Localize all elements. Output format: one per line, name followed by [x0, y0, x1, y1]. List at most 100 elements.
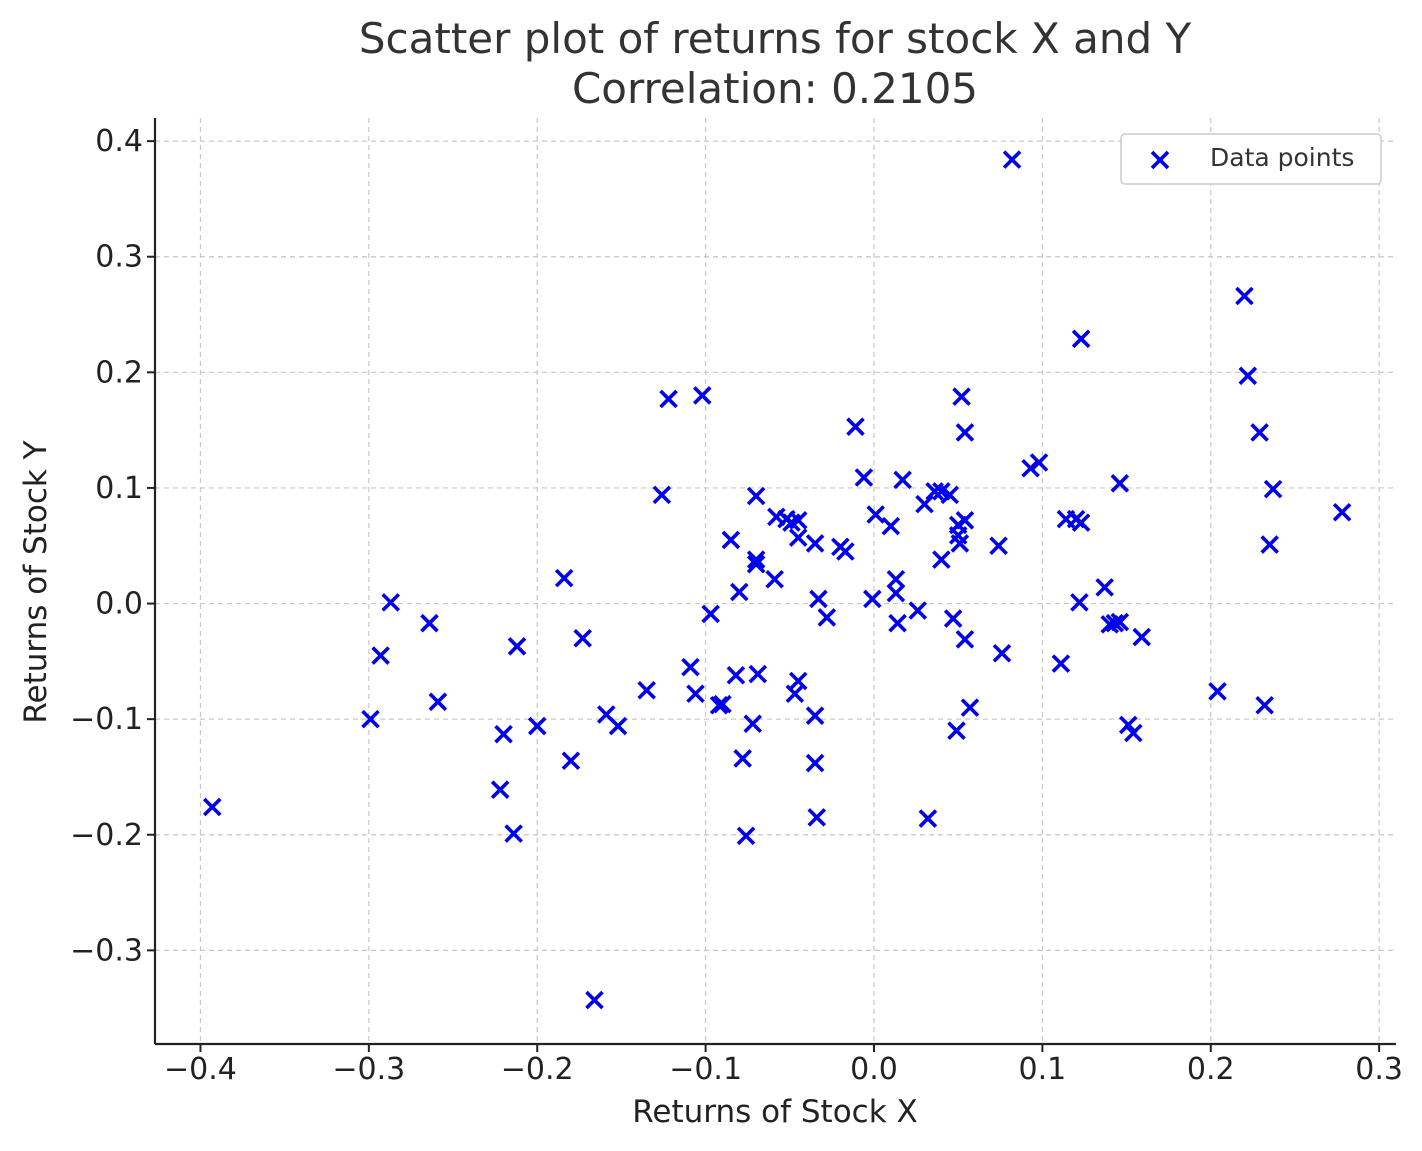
- y-tick-label: 0.0: [95, 587, 143, 622]
- data-point: [730, 582, 749, 602]
- x-tick-label: −0.2: [501, 1052, 574, 1087]
- data-point: [888, 613, 907, 633]
- legend-marker-icon: [1150, 150, 1170, 170]
- data-point: [652, 485, 672, 505]
- x-tick-label: 0.3: [1355, 1052, 1403, 1087]
- x-tick-label: 0.2: [1187, 1052, 1235, 1087]
- data-point: [608, 716, 628, 736]
- x-tick-label: −0.3: [332, 1052, 405, 1087]
- data-point: [854, 468, 874, 487]
- data-point: [881, 516, 901, 536]
- axis-ticks: −0.4 −0.3 −0.2 −0.1 0.0 0.1 0.2 0.3 −0.3 −0.2 −0.1…: [70, 124, 1403, 1087]
- data-points: [202, 150, 1352, 1010]
- data-point: [554, 568, 574, 588]
- data-point: [788, 528, 808, 547]
- data-point: [692, 386, 712, 405]
- data-point: [420, 613, 439, 633]
- data-point: [836, 542, 855, 561]
- data-point: [955, 511, 975, 530]
- y-tick-label: 0.2: [95, 355, 143, 390]
- data-point: [805, 534, 825, 553]
- x-tick-label: 0.1: [1019, 1052, 1067, 1087]
- data-point: [573, 628, 592, 648]
- y-axis-label: Returns of Stock Y: [18, 440, 54, 723]
- data-point: [746, 550, 766, 569]
- data-point: [637, 680, 656, 700]
- data-point: [733, 749, 752, 768]
- data-point: [748, 664, 768, 684]
- data-point: [1110, 474, 1130, 493]
- data-point: [494, 724, 513, 744]
- data-point: [504, 824, 523, 843]
- data-point: [1071, 329, 1091, 349]
- data-point: [866, 505, 885, 524]
- data-point: [807, 808, 827, 827]
- y-tick-label: 0.3: [95, 240, 143, 275]
- data-point: [659, 389, 678, 409]
- data-point: [686, 684, 705, 703]
- data-point: [846, 417, 865, 436]
- data-point: [1235, 286, 1254, 306]
- data-point: [527, 716, 547, 736]
- data-point: [726, 665, 746, 685]
- data-point: [1208, 682, 1227, 701]
- data-point: [805, 706, 825, 725]
- data-point: [788, 511, 808, 530]
- data-point: [785, 684, 805, 703]
- data-point: [1051, 654, 1071, 673]
- data-point: [507, 637, 527, 656]
- data-point: [940, 485, 960, 505]
- data-point: [955, 630, 975, 649]
- data-point: [1260, 535, 1279, 554]
- data-point: [746, 554, 766, 574]
- data-point: [943, 609, 963, 628]
- data-point: [713, 694, 732, 714]
- data-point: [1105, 613, 1125, 633]
- data-point: [371, 646, 390, 665]
- data-point: [886, 569, 906, 589]
- y-tick-label: 0.1: [95, 471, 143, 506]
- data-point: [952, 387, 971, 406]
- data-point: [989, 536, 1008, 556]
- x-tick-label: 0.0: [850, 1052, 898, 1087]
- y-tick-label: −0.3: [70, 933, 143, 968]
- data-point: [681, 657, 700, 677]
- data-point: [950, 534, 970, 553]
- x-tick-label: −0.4: [164, 1052, 237, 1087]
- data-point: [1070, 593, 1089, 612]
- data-point: [585, 990, 604, 1010]
- data-point: [743, 714, 763, 734]
- data-point: [809, 589, 828, 609]
- data-point: [1250, 423, 1269, 442]
- legend-box: [1120, 133, 1382, 185]
- data-point: [1095, 578, 1114, 597]
- chart-subtitle: Correlation: 0.2105: [572, 64, 978, 113]
- data-point: [202, 797, 222, 817]
- data-point: [805, 753, 825, 773]
- data-point: [1021, 459, 1040, 478]
- data-point: [561, 751, 581, 771]
- data-point: [788, 671, 808, 691]
- data-point: [490, 780, 510, 799]
- data-point: [1263, 479, 1283, 499]
- data-point: [1071, 513, 1091, 532]
- data-point: [1132, 627, 1152, 647]
- data-point: [746, 486, 766, 506]
- x-tick-label: −0.1: [669, 1052, 742, 1087]
- legend: Data points: [1120, 133, 1382, 185]
- data-point: [960, 698, 980, 717]
- data-point: [915, 494, 934, 514]
- data-point: [736, 826, 756, 846]
- data-point: [361, 709, 380, 729]
- x-axis-label: Returns of Stock X: [632, 1094, 918, 1130]
- data-point: [1124, 723, 1143, 743]
- data-point: [947, 721, 966, 740]
- data-point: [992, 643, 1012, 663]
- data-point: [428, 692, 448, 712]
- data-point: [817, 608, 837, 627]
- data-point: [918, 809, 938, 828]
- data-point: [721, 530, 741, 550]
- data-point: [932, 550, 951, 569]
- data-point: [1110, 612, 1130, 632]
- data-point: [701, 604, 720, 624]
